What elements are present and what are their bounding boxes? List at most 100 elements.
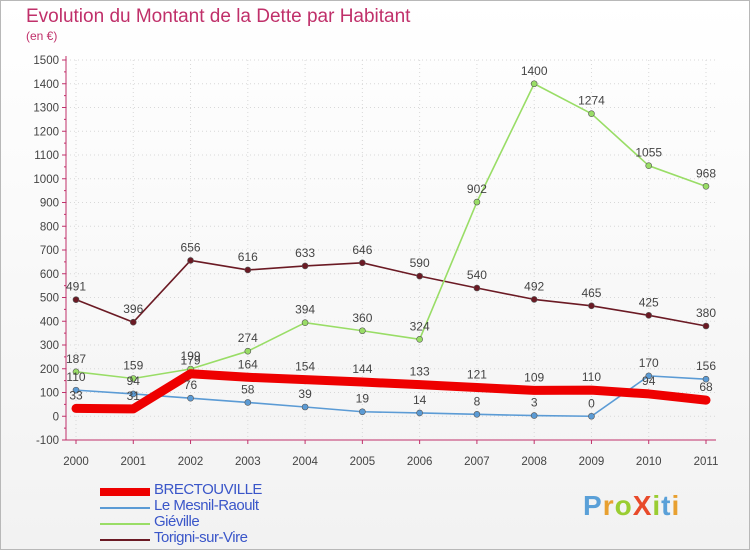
data-label: 164 (238, 357, 258, 371)
data-point (588, 110, 595, 117)
x-tick-label: 2005 (350, 456, 376, 468)
data-point (530, 412, 538, 419)
data-label: 8 (474, 394, 481, 408)
data-point (72, 296, 80, 303)
data-label: 396 (123, 302, 143, 316)
data-label: 0 (588, 396, 595, 410)
y-tick-label: 600 (40, 269, 59, 281)
data-label: 380 (696, 306, 716, 320)
logo-letter: i (671, 490, 681, 521)
data-point (416, 335, 423, 343)
data-label: 902 (467, 182, 487, 196)
data-label: 491 (66, 280, 86, 294)
y-tick-label: 1400 (33, 79, 59, 91)
data-point (244, 266, 252, 274)
data-label: 274 (238, 331, 258, 345)
data-point (187, 257, 194, 264)
data-label: 199 (181, 349, 201, 363)
data-label: 394 (295, 303, 315, 317)
data-label: 633 (295, 246, 315, 260)
y-tick-label: 1100 (34, 150, 59, 162)
data-label: 133 (410, 365, 430, 379)
data-point (129, 390, 137, 398)
y-tick-label: 100 (40, 388, 59, 400)
y-tick-label: 500 (40, 293, 59, 305)
x-tick-label: 2000 (63, 456, 89, 468)
y-tick-label: 200 (40, 364, 59, 376)
data-label: 425 (639, 295, 659, 309)
data-point (416, 409, 423, 417)
x-tick-label: 2010 (636, 456, 662, 468)
data-point (301, 262, 309, 270)
series-line-2 (75, 82, 707, 380)
data-point (359, 259, 366, 267)
legend-label-le-mesnil-raoult: Le Mesnil-Raoult (154, 497, 259, 514)
logo-letter: X (632, 490, 653, 521)
data-label: 110 (66, 370, 85, 384)
y-tick-label: 900 (40, 198, 59, 210)
logo-letter: P (583, 490, 603, 521)
data-point (530, 296, 538, 303)
y-tick-label: 400 (40, 316, 59, 328)
x-tick-label: 2001 (120, 456, 146, 468)
data-point (72, 368, 80, 376)
data-label: 159 (123, 358, 143, 372)
series-line-0 (71, 369, 711, 414)
data-point (129, 318, 137, 326)
y-tick-label: 800 (40, 221, 59, 233)
data-point (645, 372, 653, 380)
chart-title: Evolution du Montant de la Dette par Hab… (26, 6, 411, 27)
data-label: 19 (356, 392, 370, 406)
logo-letter: i (652, 490, 662, 521)
data-point (359, 327, 366, 335)
data-point (473, 411, 481, 418)
series-line-1 (75, 375, 707, 418)
data-label: 492 (524, 279, 544, 293)
data-label: 109 (524, 370, 544, 384)
data-label: 1055 (635, 146, 662, 160)
series-layer (71, 80, 711, 420)
x-tick-label: 2007 (464, 456, 490, 468)
data-label: 58 (241, 382, 255, 396)
logo-letter: r (602, 490, 615, 521)
data-point (359, 408, 366, 416)
legend-label-torigni-sur-vire: Torigni-sur-Vire (154, 529, 248, 546)
data-point (129, 375, 137, 382)
y-tick-label: 1500 (33, 55, 59, 67)
data-label: 121 (467, 368, 487, 382)
axis-layer: -100010020030040050060070080090010001100… (33, 55, 718, 468)
data-point (473, 198, 481, 206)
y-tick-label: 0 (53, 411, 59, 423)
data-point (416, 272, 423, 280)
data-point (187, 394, 194, 402)
data-label-layer: 33 31 179 164 154 144 133 121 109 110 94 68 110 94 76 5… (66, 64, 716, 411)
y-tick-label: 1300 (33, 103, 59, 115)
y-tick-label: -100 (36, 435, 59, 447)
data-label: 616 (238, 250, 258, 264)
y-tick-label: 300 (40, 340, 59, 352)
data-label: 1274 (578, 94, 605, 108)
data-label: 324 (410, 319, 430, 333)
data-label: 154 (295, 360, 315, 374)
legend-swatch-le-mesnil-raoult (100, 507, 150, 509)
legend-swatch-brectouville (100, 488, 150, 496)
data-label: 3 (531, 396, 538, 410)
x-tick-label: 2009 (579, 456, 605, 468)
data-point (588, 302, 595, 310)
data-point (530, 80, 538, 88)
data-label: 465 (581, 286, 601, 300)
data-label: 187 (66, 352, 86, 366)
logo-letter: t (661, 490, 672, 521)
data-label: 33 (69, 388, 83, 402)
data-point (702, 322, 710, 330)
data-label: 94 (127, 374, 141, 388)
data-point (301, 403, 309, 411)
x-tick-label: 2004 (292, 456, 318, 468)
data-label: 94 (642, 374, 656, 388)
data-label: 179 (181, 354, 201, 368)
legend-swatch-gieville (100, 523, 150, 525)
data-label: 68 (699, 380, 713, 394)
data-point (244, 347, 252, 355)
data-label: 39 (298, 387, 312, 401)
